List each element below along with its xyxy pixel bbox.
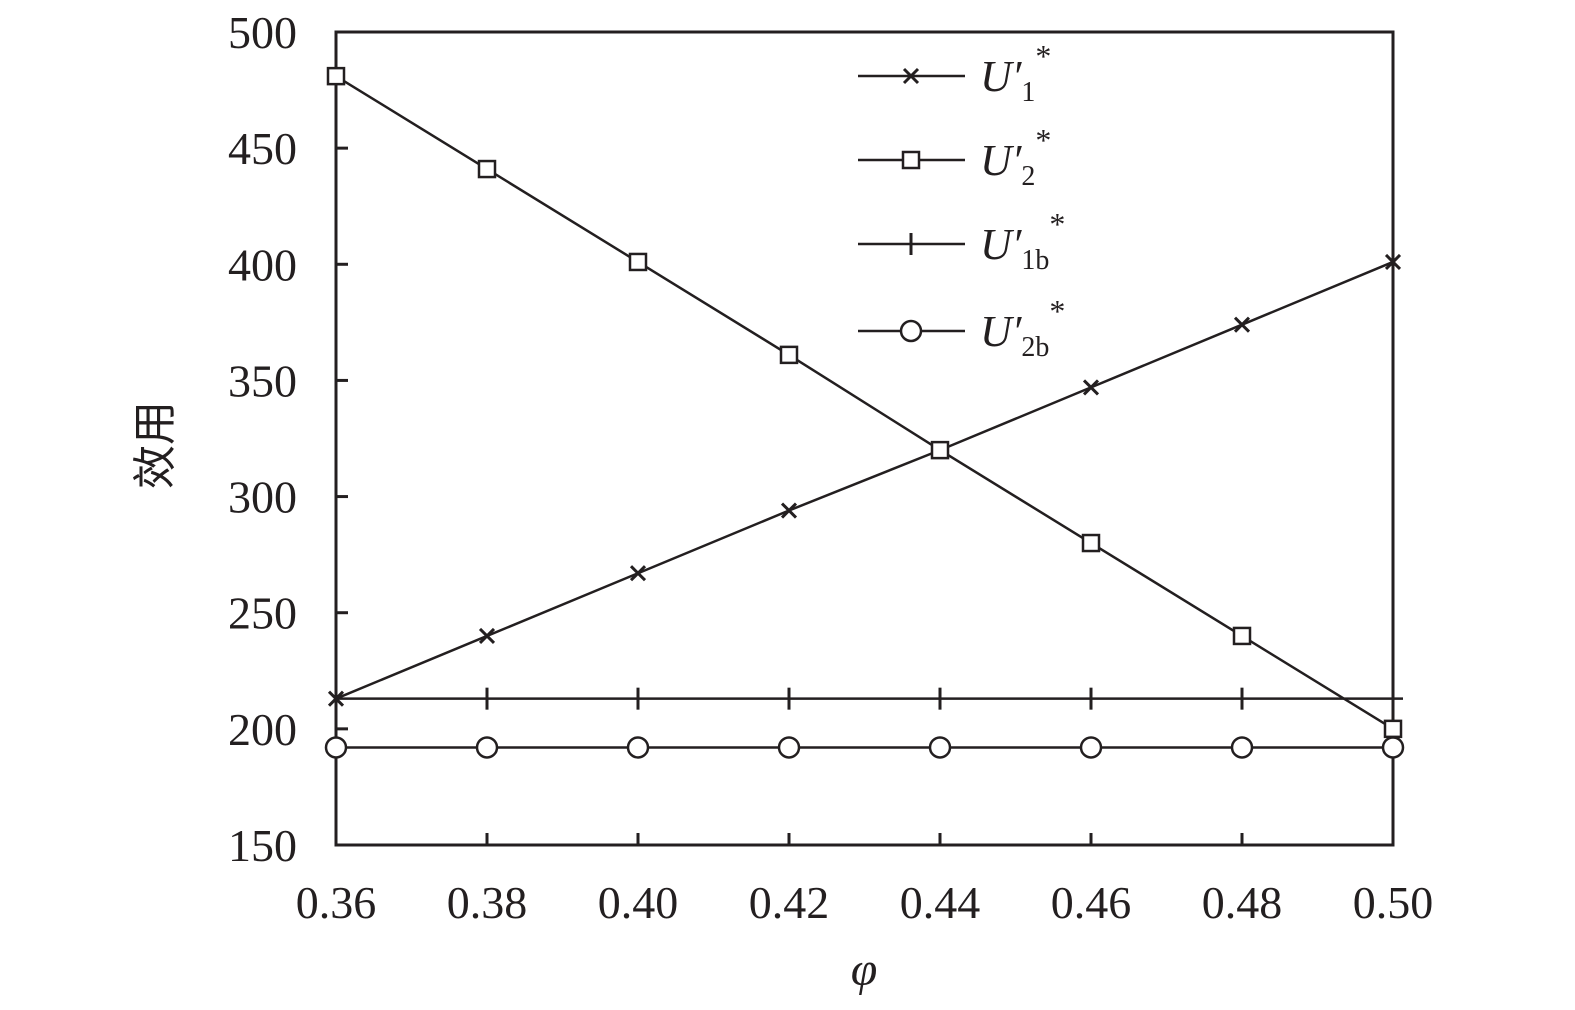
data-point — [1233, 316, 1251, 333]
legend-marker — [902, 67, 920, 85]
data-point — [477, 159, 497, 179]
y-tick-label: 350 — [228, 355, 297, 406]
x-axis-title: φ — [851, 943, 878, 996]
legend-marker — [899, 319, 923, 343]
x-tick-label: 0.40 — [598, 877, 679, 928]
data-point — [628, 252, 648, 272]
data-point — [779, 345, 799, 365]
series-circle — [324, 736, 1405, 759]
y-axis-title: 效用 — [131, 401, 180, 489]
data-point — [930, 440, 950, 460]
legend-item: U′2b* — [858, 293, 1065, 363]
data-point — [1079, 736, 1103, 759]
y-tick-label: 450 — [228, 123, 297, 174]
y-tick-labels: 150 200 250 300 350 400 450 500 — [228, 7, 297, 871]
x-tick-label: 0.42 — [749, 877, 830, 928]
data-point — [780, 502, 798, 519]
data-point — [777, 736, 801, 759]
data-point — [1384, 253, 1402, 271]
data-point — [324, 736, 348, 759]
data-point — [1232, 626, 1252, 646]
x-tick-label: 0.50 — [1353, 877, 1434, 928]
series-line — [335, 260, 1394, 700]
data-point — [1082, 379, 1100, 396]
y-tick-label: 250 — [228, 588, 297, 639]
y-tick-label: 200 — [228, 704, 297, 755]
legend-label: U′2b* — [980, 293, 1065, 363]
legend-label: U′1* — [980, 38, 1051, 108]
y-tick-label: 300 — [228, 472, 297, 523]
series-line — [335, 75, 1394, 730]
x-tick-label: 0.46 — [1051, 877, 1132, 928]
x-tick-labels: 0.36 0.38 0.40 0.42 0.44 0.46 0.48 0.50 — [296, 877, 1434, 928]
legend-label: U′1b* — [980, 206, 1065, 276]
x-tick-label: 0.38 — [447, 877, 528, 928]
data-point — [478, 627, 496, 645]
data-point — [1081, 533, 1101, 553]
x-tick-label: 0.48 — [1202, 877, 1283, 928]
x-tick-label: 0.36 — [296, 877, 377, 928]
y-tick-label: 400 — [228, 239, 297, 290]
legend-item: U′1* — [858, 38, 1051, 108]
legend-item: U′1b* — [858, 206, 1065, 276]
data-point — [1383, 719, 1403, 739]
data-point — [626, 736, 650, 759]
x-tick-label: 0.44 — [900, 877, 981, 928]
series-plus — [334, 687, 1403, 710]
y-tick-label: 150 — [228, 820, 297, 871]
legend-label: U′2* — [980, 122, 1051, 192]
data-point — [475, 736, 499, 759]
y-tick-label: 500 — [228, 7, 297, 58]
data-point — [326, 66, 346, 86]
data-point — [928, 736, 952, 759]
plot-frame — [334, 30, 1395, 847]
data-point — [1230, 736, 1254, 759]
series-square — [326, 66, 1403, 739]
legend-marker — [901, 150, 921, 170]
series-lines — [324, 66, 1405, 759]
legend-item: U′2* — [858, 122, 1051, 192]
data-point — [629, 565, 647, 582]
legend: U′1* U′2* U′1b* U′2b* — [858, 38, 1065, 363]
tick-marks — [334, 30, 1395, 847]
data-point — [1381, 736, 1405, 759]
